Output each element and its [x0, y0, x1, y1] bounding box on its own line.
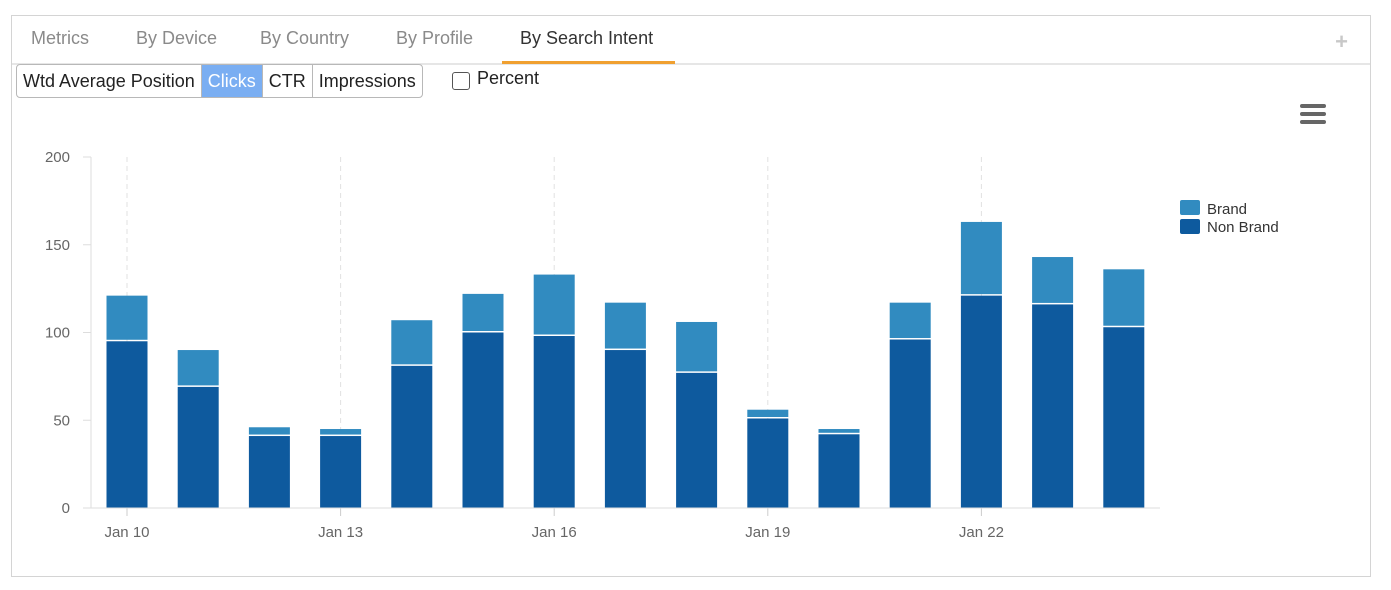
legend-label-brand[interactable]: Brand — [1207, 201, 1247, 218]
y-tick-label: 150 — [45, 237, 70, 254]
x-tick-label: Jan 10 — [104, 524, 149, 541]
bar-brand[interactable] — [177, 350, 219, 386]
tab-by-profile[interactable]: By Profile — [396, 28, 474, 48]
y-tick-label: 100 — [45, 325, 70, 342]
x-tick-label: Jan 22 — [959, 524, 1004, 541]
bar-non-brand[interactable] — [320, 436, 362, 508]
bar-brand[interactable] — [676, 321, 718, 372]
bar-brand[interactable] — [747, 409, 789, 417]
bar-non-brand[interactable] — [889, 339, 931, 508]
clicks-button[interactable]: Clicks — [201, 65, 263, 97]
legend-swatch-brand[interactable] — [1180, 200, 1200, 215]
bar-brand[interactable] — [391, 320, 433, 365]
x-tick-label: Jan 13 — [318, 524, 363, 541]
percent-label: Percent — [477, 68, 540, 88]
bar-non-brand[interactable] — [106, 341, 148, 508]
bar-brand[interactable] — [889, 302, 931, 339]
bar-non-brand[interactable] — [177, 386, 219, 508]
bar-brand[interactable] — [604, 302, 646, 349]
active-tab-indicator — [502, 61, 675, 64]
bar-non-brand[interactable] — [818, 434, 860, 508]
tab-by-search-intent[interactable]: By Search Intent — [520, 28, 654, 48]
y-tick-label: 50 — [53, 412, 70, 429]
impressions-button[interactable]: Impressions — [318, 71, 416, 91]
bar-non-brand[interactable] — [1032, 304, 1074, 508]
bar-brand[interactable] — [462, 293, 504, 331]
tab-bar: Metrics By Device By Country By Profile … — [12, 16, 1370, 65]
bar-non-brand[interactable] — [1103, 327, 1145, 508]
hamburger-icon[interactable] — [1300, 104, 1326, 124]
bar-brand[interactable] — [533, 274, 575, 335]
bar-brand[interactable] — [960, 221, 1002, 295]
bar-brand[interactable] — [1032, 257, 1074, 303]
y-tick-label: 200 — [45, 149, 70, 166]
bar-brand[interactable] — [248, 427, 290, 435]
legend-swatch-non-brand[interactable] — [1180, 219, 1200, 234]
bar-non-brand[interactable] — [747, 418, 789, 508]
tab-by-country[interactable]: By Country — [260, 28, 350, 48]
percent-toggle[interactable]: Percent — [452, 68, 540, 91]
metric-button-group: Wtd Average Position Clicks CTR Impressi… — [16, 64, 423, 98]
bar-non-brand[interactable] — [960, 295, 1002, 508]
bar-non-brand[interactable] — [391, 365, 433, 508]
chart-legend: Brand Non Brand — [1180, 200, 1279, 236]
bar-brand[interactable] — [320, 429, 362, 435]
bar-non-brand[interactable] — [604, 350, 646, 508]
tab-by-device[interactable]: By Device — [136, 28, 218, 48]
x-tick-label: Jan 19 — [745, 524, 790, 541]
bar-brand[interactable] — [818, 429, 860, 433]
bar-non-brand[interactable] — [248, 436, 290, 508]
bar-brand[interactable] — [106, 295, 148, 340]
bar-non-brand[interactable] — [676, 372, 718, 508]
y-tick-label: 0 — [62, 500, 70, 517]
bar-non-brand[interactable] — [533, 336, 575, 508]
percent-checkbox[interactable] — [452, 71, 470, 90]
bar-non-brand[interactable] — [462, 332, 504, 509]
legend-label-non-brand[interactable]: Non Brand — [1207, 219, 1279, 236]
x-tick-label: Jan 16 — [532, 524, 577, 541]
bar-brand[interactable] — [1103, 269, 1145, 326]
add-tab-icon[interactable]: + — [1335, 29, 1348, 54]
wtd-average-position-button[interactable]: Wtd Average Position — [17, 65, 202, 97]
ctr-button[interactable]: CTR — [263, 65, 313, 97]
tab-metrics[interactable]: Metrics — [31, 28, 89, 48]
